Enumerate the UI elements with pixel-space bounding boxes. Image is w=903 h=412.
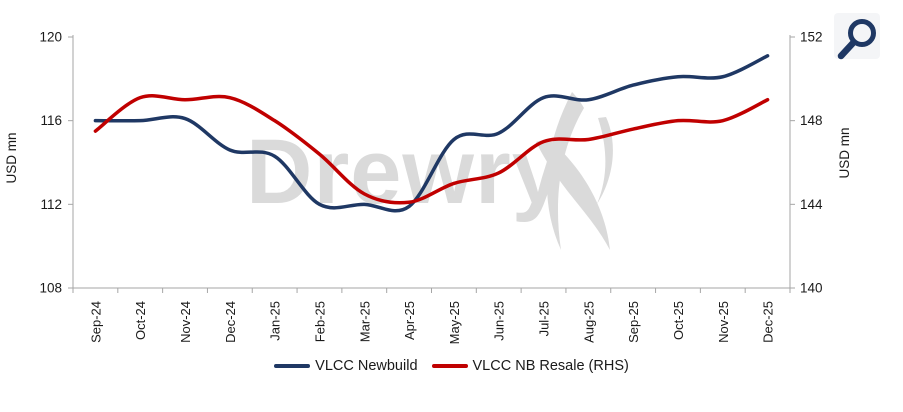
legend-label-newbuild: VLCC Newbuild: [315, 358, 418, 374]
legend-swatch-newbuild: [274, 364, 311, 368]
x-axis-tick-label: Jul-25: [537, 301, 552, 336]
right-axis-title: USD mn: [837, 127, 852, 178]
right-axis-tick-label: 152: [800, 30, 823, 45]
x-axis-tick-label: Feb-25: [312, 301, 327, 342]
x-axis-tick-label: Oct-25: [671, 301, 686, 340]
left-axis-title: USD mn: [4, 132, 19, 183]
watermark: Drewry: [246, 92, 613, 250]
x-axis-tick-label: Jun-25: [492, 301, 507, 341]
flame-watermark-icon: [597, 117, 613, 204]
legend: VLCC Newbuild VLCC NB Resale (RHS): [0, 358, 903, 374]
x-axis-tick-label: Jan-25: [268, 301, 283, 341]
right-axis-tick-label: 140: [800, 281, 823, 296]
left-axis-tick-label: 120: [39, 30, 62, 45]
flame-watermark-icon: [547, 92, 584, 250]
x-axis-tick-label: Aug-25: [581, 301, 596, 343]
zoom-icon[interactable]: [834, 13, 880, 60]
x-axis-tick-label: Nov-25: [716, 301, 731, 343]
series: [93, 54, 770, 213]
x-axis-tick-label: Dec-25: [761, 301, 776, 343]
right-axis-tick-label: 148: [800, 113, 823, 128]
x-axis-tick-label: Sep-24: [88, 301, 103, 343]
x-axis-tick-label: Dec-24: [223, 301, 238, 343]
x-axis-tick-label: Oct-24: [133, 301, 148, 340]
series-line-vlcc-newbuild: [93, 54, 770, 213]
x-axis-tick-label: May-25: [447, 301, 462, 344]
x-axis-tick-label: Nov-24: [178, 301, 193, 343]
flame-watermark-icon: [536, 140, 610, 250]
axes: 120 116 112 108 152 148 144 140 Sep-24 Oct-24 Nov-…: [39, 30, 823, 345]
magnifier-glass: [848, 19, 876, 47]
left-axis-tick-label: 112: [40, 197, 62, 212]
x-axis-tick-label: Mar-25: [357, 301, 372, 342]
x-axis-tick-label: Sep-25: [626, 301, 641, 343]
legend-swatch-nb-resale: [431, 364, 468, 368]
legend-item-vlcc-nb-resale[interactable]: VLCC NB Resale (RHS): [431, 358, 629, 374]
left-axis-tick-label: 108: [39, 281, 62, 296]
right-axis-tick-label: 144: [800, 197, 823, 212]
magnifier-handle: [837, 39, 857, 60]
series-line-vlcc-nb-resale-rhs: [93, 94, 770, 205]
legend-item-vlcc-newbuild[interactable]: VLCC Newbuild: [274, 358, 418, 374]
x-axis-tick-label: Apr-25: [402, 301, 417, 340]
legend-label-nb-resale: VLCC NB Resale (RHS): [472, 358, 629, 374]
left-axis-tick-label: 116: [40, 113, 62, 128]
